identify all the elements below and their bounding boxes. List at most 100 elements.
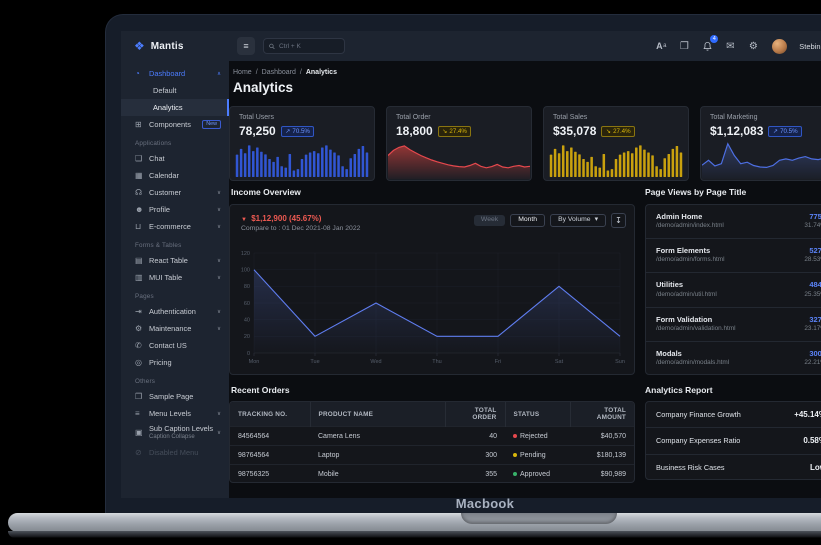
sidebar-item-analytics[interactable]: Analytics — [121, 99, 229, 116]
laptop-base — [8, 513, 821, 532]
svg-text:Fri: Fri — [495, 359, 501, 365]
translate-icon: A — [656, 41, 663, 51]
hamburger-icon: ≡ — [243, 41, 249, 51]
sidebar-item-chat[interactable]: ❑ Chat — [135, 153, 165, 163]
orders-area-sparkline — [387, 136, 531, 179]
page-views-title: Page Views by Page Title — [645, 187, 747, 197]
headset-icon: ☊ — [135, 187, 143, 197]
svg-text:Sun: Sun — [615, 359, 625, 365]
sidebar-item-ecommerce[interactable]: ⊔ E-commerce ∨ — [135, 221, 221, 231]
sidebar-item-profile[interactable]: ☻ Profile ∨ — [135, 204, 221, 214]
id-card-icon: ▣ — [135, 428, 143, 437]
report-row: Company Expenses Ratio 0.58% — [646, 428, 821, 455]
stat-card-total-users: Total Users 78,250 ↗ 70.5% — [229, 106, 375, 181]
sidebar-item-sub-caption-levels[interactable]: ▣ Sub Caption Levels Caption Collapse ∨ — [135, 424, 221, 440]
chevron-down-icon: ∨ — [216, 274, 221, 281]
sidebar-item-default[interactable]: Default — [153, 86, 177, 95]
windows-button[interactable]: ❐ — [676, 38, 692, 54]
table-row: 98756325 Mobile 355 Approved $90,989 — [230, 464, 634, 482]
mail-icon: ✉ — [726, 40, 735, 52]
menu-levels-icon: ≡ — [135, 408, 140, 418]
volume-dropdown[interactable]: By Volume ▾ — [550, 213, 606, 228]
laptop-base-notch — [461, 513, 617, 524]
stat-card-total-marketing: Total Marketing $1,12,083 ↗ 70.5% — [700, 106, 821, 181]
table-icon: ▥ — [135, 272, 143, 282]
top-bar: ≡ A a ❐ — [229, 31, 821, 61]
search-input[interactable] — [279, 42, 339, 50]
notifications-button[interactable]: 4 — [699, 35, 719, 54]
svg-text:120: 120 — [241, 251, 250, 257]
sidebar-item-react-table[interactable]: ▤ React Table ∨ — [135, 255, 221, 265]
svg-text:Tue: Tue — [310, 359, 319, 365]
disabled-icon: ⊘ — [135, 447, 142, 457]
trend-badge: ↗ 70.5% — [768, 125, 803, 137]
table-row: 84564564 Camera Lens 40 Rejected $40,570 — [230, 426, 634, 446]
sidebar-item-contact-us[interactable]: ✆ Contact US — [135, 340, 187, 350]
sidebar-toggle-button[interactable]: ≡ — [237, 37, 255, 55]
global-search[interactable] — [263, 38, 345, 54]
income-overview-panel: ▼ $1,12,900 (45.67%) Compare to : 01 Dec… — [229, 204, 635, 375]
sidebar-item-mui-table[interactable]: ▥ MUI Table ∨ — [135, 272, 221, 282]
download-icon: ↧ — [615, 216, 622, 225]
page-views-panel: Admin Home /demo/admin/index.html 7755 3… — [645, 204, 821, 375]
sidebar-item-authentication[interactable]: ⇥ Authentication ∨ — [135, 306, 221, 316]
page-view-row: Modals /demo/admin/modals.html 3003 22.2… — [656, 348, 821, 366]
breadcrumb-home[interactable]: Home — [233, 69, 252, 76]
page-title: Analytics — [233, 80, 294, 95]
components-icon: ⊞ — [135, 119, 142, 129]
svg-text:40: 40 — [244, 317, 250, 323]
messages-button[interactable]: ✉ — [722, 38, 738, 54]
translate-button[interactable]: A a — [656, 41, 667, 51]
download-button[interactable]: ↧ — [611, 213, 626, 228]
svg-text:0: 0 — [247, 351, 250, 357]
sidebar-item-components[interactable]: ⊞ Components New — [121, 116, 229, 133]
sidebar-item-calendar[interactable]: ▦ Calendar — [135, 170, 179, 180]
breadcrumb: Home / Dashboard / Analytics — [233, 69, 337, 76]
trend-badge: ↗ 70.5% — [280, 125, 315, 137]
sidebar-item-sample-page[interactable]: ❒ Sample Page — [135, 391, 194, 401]
chevron-up-icon: ∧ — [216, 70, 221, 77]
price-tag-icon: ◎ — [135, 357, 142, 367]
main-content: Home / Dashboard / Analytics Analytics T… — [229, 61, 821, 498]
phone-icon: ✆ — [135, 340, 142, 350]
sidebar-item-maintenance[interactable]: ⚙ Maintenance ∨ — [135, 323, 221, 333]
table-row: 98764564 Laptop 300 Pending $180,139 — [230, 445, 634, 465]
arrow-down-icon: ▼ — [241, 217, 247, 223]
trend-up-icon: ↗ — [772, 127, 779, 135]
stat-value: $35,078 — [553, 124, 597, 138]
sales-bar-sparkline — [549, 139, 683, 177]
mantis-logo-icon: ❖ — [134, 39, 145, 53]
page-view-row: Utilities /demo/admin/util.html 4848 25.… — [646, 273, 821, 308]
svg-text:Thu: Thu — [432, 359, 441, 365]
page-view-row: Admin Home /demo/admin/index.html 7755 3… — [646, 205, 821, 240]
table-icon: ▤ — [135, 255, 143, 265]
device-label: Macbook — [455, 496, 515, 511]
sidebar-item-menu-levels[interactable]: ≡ Menu Levels ∨ — [135, 408, 221, 418]
sidebar-item-pricing[interactable]: ◎ Pricing — [135, 357, 172, 367]
brand-name: Mantis — [150, 40, 184, 52]
user-avatar[interactable] — [772, 38, 788, 54]
settings-button[interactable]: ⚙ — [745, 38, 761, 54]
chevron-down-icon: ∨ — [216, 206, 221, 213]
sidebar-item-customer[interactable]: ☊ Customer ∨ — [135, 187, 221, 197]
sub-caption: Caption Collapse — [149, 433, 195, 440]
trend-up-icon: ↗ — [285, 127, 291, 135]
svg-text:100: 100 — [241, 267, 250, 273]
trend-badge: ↘ 27.4% — [437, 125, 472, 137]
breadcrumb-dashboard[interactable]: Dashboard — [261, 69, 296, 76]
sidebar-item-dashboard[interactable]: ◔ Dashboard ∧ — [135, 68, 221, 78]
stat-card-total-sales: Total Sales $35,078 ↘ 27.4% — [543, 106, 689, 181]
income-line-chart: 0 20 40 60 80 100 120 Mon Tue Wed Thu Fri Sat Sun — [236, 247, 628, 369]
recent-orders-title: Recent Orders — [231, 385, 290, 395]
range-month-button[interactable]: Month — [510, 213, 546, 228]
brand-logo[interactable]: ❖ Mantis — [121, 31, 229, 61]
user-name[interactable]: Stebin Ben — [799, 41, 821, 51]
dashboard-screen: ❖ Mantis ◔ Dashboard ∧ Default Analytics — [121, 31, 821, 498]
income-delta: ▼ $1,12,900 (45.67%) — [241, 214, 322, 223]
status-dot-pending — [513, 452, 517, 457]
stat-cards-row: Total Users 78,250 ↗ 70.5% Total Order — [229, 106, 821, 181]
chevron-down-icon: ∨ — [216, 325, 221, 332]
chevron-down-icon: ∨ — [216, 257, 221, 264]
range-week-button[interactable]: Week — [473, 214, 506, 227]
